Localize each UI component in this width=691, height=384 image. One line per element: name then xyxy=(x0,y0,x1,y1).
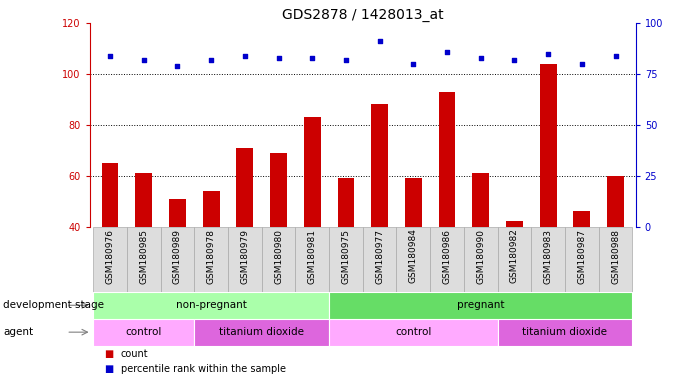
Bar xyxy=(262,227,295,292)
Bar xyxy=(194,319,329,346)
Bar xyxy=(102,163,118,227)
Text: ■: ■ xyxy=(104,364,113,374)
Bar xyxy=(405,178,422,227)
Text: GSM180990: GSM180990 xyxy=(476,228,485,283)
Bar xyxy=(439,92,455,227)
Text: GSM180981: GSM180981 xyxy=(307,228,316,283)
Point xyxy=(542,51,553,57)
Bar xyxy=(574,211,590,227)
Point xyxy=(374,38,385,45)
Point xyxy=(442,48,453,55)
Text: control: control xyxy=(126,327,162,337)
Bar xyxy=(329,319,498,346)
Bar xyxy=(531,227,565,292)
Text: GSM180980: GSM180980 xyxy=(274,228,283,283)
Bar xyxy=(371,104,388,227)
Point xyxy=(610,53,621,59)
Text: GSM180982: GSM180982 xyxy=(510,228,519,283)
Bar xyxy=(506,222,523,227)
Bar xyxy=(135,173,152,227)
Bar xyxy=(270,153,287,227)
Text: pregnant: pregnant xyxy=(457,300,504,310)
Text: development stage: development stage xyxy=(3,300,104,310)
Bar xyxy=(363,227,397,292)
Bar xyxy=(430,227,464,292)
Bar xyxy=(337,178,354,227)
Bar xyxy=(329,292,632,319)
Text: control: control xyxy=(395,327,431,337)
Bar xyxy=(498,319,632,346)
Bar xyxy=(329,227,363,292)
Text: titanium dioxide: titanium dioxide xyxy=(219,327,304,337)
Text: GSM180983: GSM180983 xyxy=(544,228,553,283)
Point xyxy=(138,56,149,63)
Bar xyxy=(236,148,254,227)
Text: percentile rank within the sample: percentile rank within the sample xyxy=(121,364,286,374)
Text: GSM180977: GSM180977 xyxy=(375,228,384,283)
Point xyxy=(104,53,115,59)
Point xyxy=(206,56,217,63)
Bar xyxy=(565,227,598,292)
Bar xyxy=(127,227,160,292)
Bar xyxy=(397,227,430,292)
Bar xyxy=(598,227,632,292)
Point xyxy=(341,56,352,63)
Text: GSM180989: GSM180989 xyxy=(173,228,182,283)
Point xyxy=(273,55,284,61)
Text: GSM180985: GSM180985 xyxy=(140,228,149,283)
Point xyxy=(509,56,520,63)
Text: GSM180986: GSM180986 xyxy=(442,228,451,283)
Text: GSM180979: GSM180979 xyxy=(240,228,249,283)
Bar xyxy=(540,64,556,227)
Bar xyxy=(202,191,220,227)
Bar xyxy=(607,176,624,227)
Point xyxy=(239,53,250,59)
Text: titanium dioxide: titanium dioxide xyxy=(522,327,607,337)
Point xyxy=(307,55,318,61)
Point xyxy=(475,55,486,61)
Bar xyxy=(472,173,489,227)
Text: GSM180984: GSM180984 xyxy=(409,228,418,283)
Bar xyxy=(194,227,228,292)
Bar xyxy=(93,292,329,319)
Text: GSM180976: GSM180976 xyxy=(106,228,115,283)
Text: GSM180987: GSM180987 xyxy=(577,228,586,283)
Bar xyxy=(93,227,127,292)
Bar xyxy=(498,227,531,292)
Text: GSM180988: GSM180988 xyxy=(611,228,620,283)
Text: count: count xyxy=(121,349,149,359)
Title: GDS2878 / 1428013_at: GDS2878 / 1428013_at xyxy=(282,8,444,22)
Point xyxy=(576,61,587,67)
Bar xyxy=(160,227,194,292)
Bar xyxy=(464,227,498,292)
Bar xyxy=(228,227,262,292)
Bar xyxy=(169,199,186,227)
Text: GSM180978: GSM180978 xyxy=(207,228,216,283)
Point xyxy=(408,61,419,67)
Point xyxy=(172,63,183,69)
Text: non-pregnant: non-pregnant xyxy=(176,300,247,310)
Bar xyxy=(93,319,194,346)
Bar xyxy=(304,117,321,227)
Bar xyxy=(295,227,329,292)
Text: agent: agent xyxy=(3,327,34,337)
Text: GSM180975: GSM180975 xyxy=(341,228,350,283)
Text: ■: ■ xyxy=(104,349,113,359)
